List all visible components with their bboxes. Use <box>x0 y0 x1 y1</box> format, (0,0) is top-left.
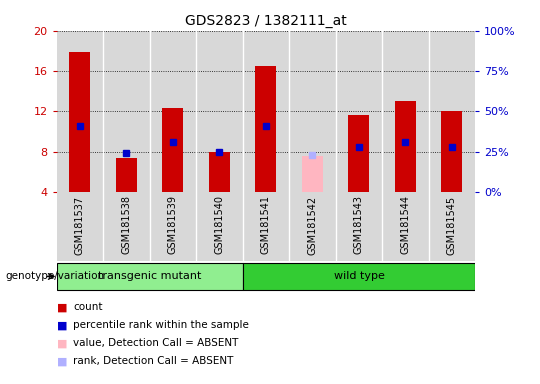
Bar <box>348 115 369 192</box>
Text: GSM181543: GSM181543 <box>354 195 364 255</box>
Text: ■: ■ <box>57 320 68 330</box>
Bar <box>255 66 276 192</box>
Bar <box>57 263 242 290</box>
Text: ■: ■ <box>57 302 68 312</box>
Text: ■: ■ <box>57 356 68 366</box>
Text: percentile rank within the sample: percentile rank within the sample <box>73 320 249 330</box>
Bar <box>116 158 137 192</box>
Bar <box>302 156 323 192</box>
Bar <box>70 52 90 192</box>
Bar <box>442 111 462 192</box>
Text: wild type: wild type <box>334 271 384 281</box>
Text: GSM181540: GSM181540 <box>214 195 225 255</box>
Text: GSM181542: GSM181542 <box>307 195 318 255</box>
Text: count: count <box>73 302 103 312</box>
Text: genotype/variation: genotype/variation <box>5 271 105 281</box>
Text: rank, Detection Call = ABSENT: rank, Detection Call = ABSENT <box>73 356 233 366</box>
Text: value, Detection Call = ABSENT: value, Detection Call = ABSENT <box>73 338 238 348</box>
Text: GSM181539: GSM181539 <box>168 195 178 255</box>
Bar <box>395 101 416 192</box>
Bar <box>163 108 184 192</box>
Text: transgenic mutant: transgenic mutant <box>98 271 201 281</box>
Text: GSM181544: GSM181544 <box>401 195 410 255</box>
Text: ■: ■ <box>57 338 68 348</box>
Text: GSM181538: GSM181538 <box>122 195 131 255</box>
Text: GSM181537: GSM181537 <box>75 195 85 255</box>
Text: GSM181545: GSM181545 <box>447 195 457 255</box>
Title: GDS2823 / 1382111_at: GDS2823 / 1382111_at <box>185 14 347 28</box>
Bar <box>242 263 475 290</box>
Text: GSM181541: GSM181541 <box>261 195 271 255</box>
Bar <box>209 152 230 192</box>
